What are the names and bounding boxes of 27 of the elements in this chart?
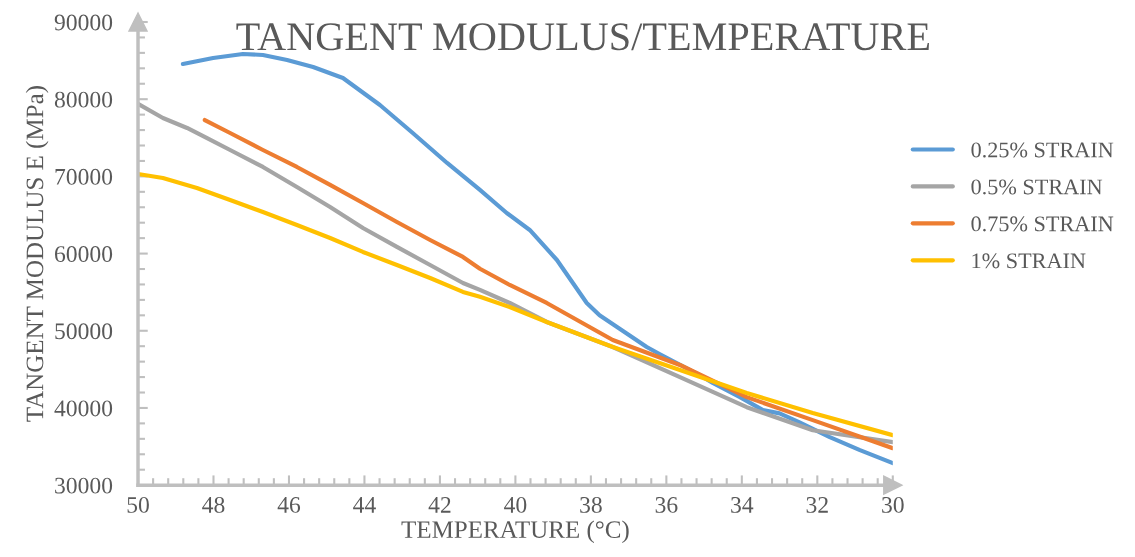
x-tick-label: 30 (882, 496, 904, 513)
x-tick-label: 40 (504, 496, 527, 513)
chart-title: TANGENT MODULUS/TEMPERATURE (236, 23, 929, 51)
y-tick-label: 70000 (55, 168, 113, 185)
y-tick-label: 50000 (55, 323, 113, 340)
x-tick-label: 44 (353, 497, 376, 513)
y-tick-label: 40000 (54, 400, 113, 417)
line-series (138, 171, 893, 438)
y-tick-label: 30000 (55, 477, 113, 494)
y-tick-label: 80000 (54, 91, 113, 108)
legend-label: 0.25% STRAIN (971, 142, 1114, 158)
line-series (180, 51, 893, 466)
x-axis-title: TEMPERATURE (°C) (401, 520, 629, 544)
y-tick-label: 60000 (55, 246, 113, 262)
legend-label: 1% STRAIN (972, 253, 1086, 269)
legend-label: 0.75% STRAIN (971, 216, 1114, 232)
x-tick-label: 36 (655, 497, 678, 513)
x-tick-label: 50 (127, 496, 149, 513)
x-tick-label: 34 (731, 497, 754, 513)
x-tick-label: 48 (202, 496, 225, 513)
x-tick-label: 42 (428, 497, 451, 513)
y-tick-label: 90000 (54, 14, 113, 31)
legend-label: 0.5% STRAIN (971, 179, 1103, 195)
x-tick-label: 38 (580, 496, 602, 513)
x-tick-label: 46 (277, 497, 301, 513)
x-tick-label: 32 (806, 497, 828, 513)
y-axis-title: TANGENT MODULUS E (MPa) (25, 86, 49, 422)
